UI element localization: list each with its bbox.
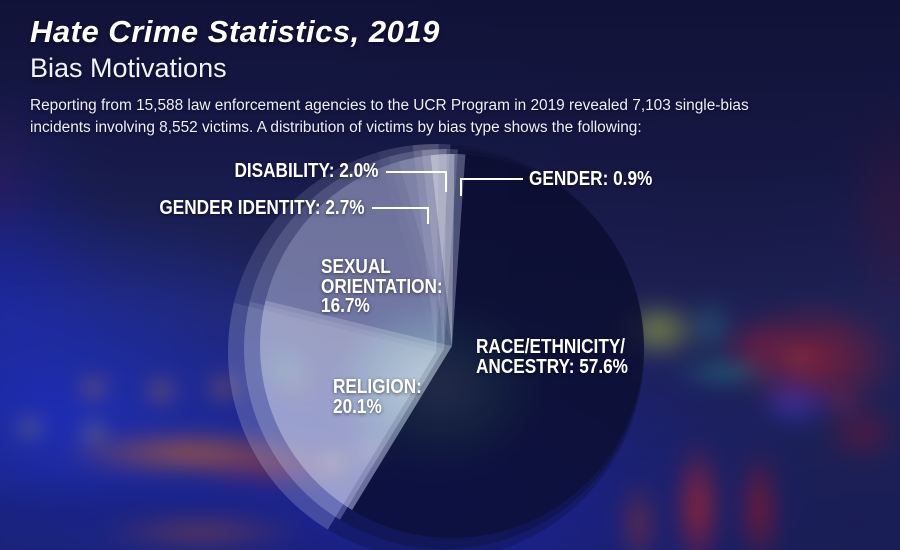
- pie-slice-gender: [452, 154, 466, 346]
- intro-text: Reporting from 15,588 law enforcement ag…: [30, 97, 749, 136]
- label-gender: GENDER: 0.9%: [529, 168, 653, 190]
- pie-slice-religion: [243, 301, 444, 520]
- pie-slice-religion: [260, 300, 452, 510]
- pie-slice-disability: [412, 143, 439, 352]
- pie-slice-gender-identity: [388, 150, 444, 349]
- pie-slice-sexual-orientation: [233, 152, 436, 352]
- pie-slice-gender-identity: [378, 145, 436, 352]
- callout-line-gender-identity: [372, 207, 429, 224]
- page-title: Hate Crime Statistics, 2019: [30, 14, 440, 49]
- callout-line-gender: [460, 178, 523, 196]
- label-gender-identity: GENDER IDENTITY: 2.7%: [159, 197, 365, 219]
- pie-slice-disability: [430, 153, 455, 346]
- page-subtitle: Bias Motivations: [30, 53, 227, 83]
- header: Hate Crime Statistics, 2019 Bias Motivat…: [30, 14, 870, 139]
- pie-slice-race-ethnicity-ancestry: [352, 154, 644, 539]
- label-sexual-orientation: SEXUAL ORIENTATION: 16.7%: [321, 256, 443, 317]
- label-religion: RELIGION: 20.1%: [333, 376, 422, 418]
- pie-slice-religion: [227, 302, 436, 530]
- label-disability: DISABILITY: 2.0%: [234, 160, 378, 182]
- callout-line-disability: [386, 171, 447, 192]
- label-race-ethnicity-ancestry: RACE/ETHNICITY/ ANCESTRY: 57.6%: [476, 336, 628, 378]
- pie-slice-gender-identity: [398, 155, 452, 346]
- pie-slice-sexual-orientation: [249, 156, 444, 349]
